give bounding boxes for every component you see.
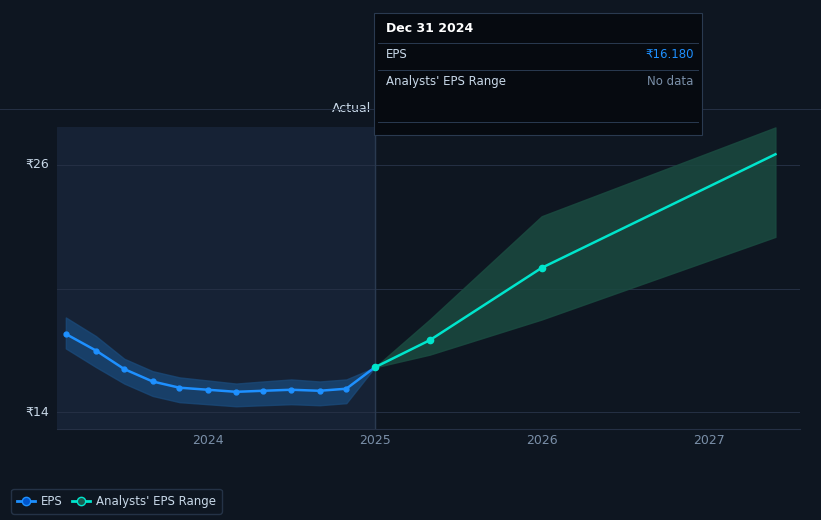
Text: ₹16.180: ₹16.180 xyxy=(645,48,694,61)
Text: ₹26: ₹26 xyxy=(25,158,49,171)
Text: Analysts Forecasts: Analysts Forecasts xyxy=(378,102,495,115)
Bar xyxy=(57,127,374,429)
Legend: EPS, Analysts' EPS Range: EPS, Analysts' EPS Range xyxy=(11,489,222,514)
Text: ₹14: ₹14 xyxy=(25,406,49,419)
Text: Dec 31 2024: Dec 31 2024 xyxy=(386,22,473,35)
Text: EPS: EPS xyxy=(386,48,407,61)
Text: Analysts' EPS Range: Analysts' EPS Range xyxy=(386,75,506,88)
Text: Actual: Actual xyxy=(332,102,371,115)
Text: No data: No data xyxy=(648,75,694,88)
